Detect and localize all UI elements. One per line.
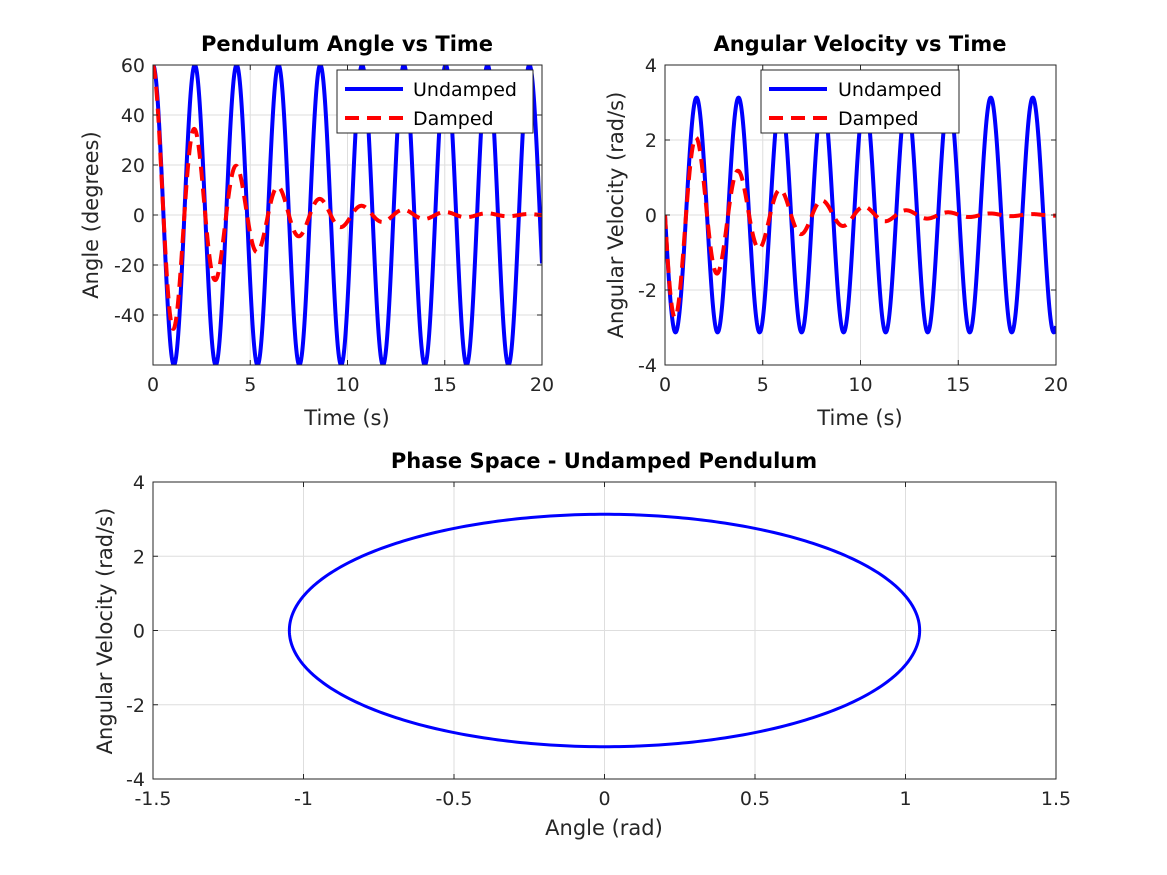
- y-tick-label: -2: [126, 695, 145, 717]
- phase-space-plot-title: Phase Space - Undamped Pendulum: [391, 449, 817, 473]
- x-tick-label: 0: [598, 788, 610, 810]
- x-tick-label: 1.5: [1041, 788, 1071, 810]
- y-tick-label: 20: [121, 155, 145, 177]
- legend-label-damped: Damped: [838, 108, 919, 130]
- legend-box: [336, 69, 534, 134]
- y-tick-label: 60: [121, 55, 145, 77]
- velocity-plot-ylabel: Angular Velocity (rad/s): [604, 92, 628, 339]
- y-tick-label: -4: [638, 355, 657, 377]
- x-tick-label: 20: [1044, 374, 1068, 396]
- x-tick-label: 1: [899, 788, 911, 810]
- x-tick-label: 15: [433, 374, 457, 396]
- angle-plot-ticks: 0 5 10 15 20 -40 -20 0 20 40 60: [114, 55, 554, 396]
- legend-label-undamped: Undamped: [838, 79, 942, 101]
- legend-label-damped: Damped: [413, 108, 494, 130]
- angle-plot-lines: [153, 65, 542, 365]
- velocity-plot-xlabel: Time (s): [816, 406, 902, 430]
- phase-space-plot-xlabel: Angle (rad): [545, 816, 663, 840]
- x-tick-label: -0.5: [435, 788, 472, 810]
- y-tick-label: 40: [121, 105, 145, 127]
- legend-box: [760, 69, 960, 134]
- velocity-plot-ticks: 0 5 10 15 20 -4 -2 0 2 4: [638, 55, 1068, 396]
- velocity-plot-legend: Undamped Damped: [760, 69, 960, 134]
- y-tick-label: -4: [126, 769, 145, 791]
- x-tick-label: 0.5: [740, 788, 770, 810]
- angle-plot-title: Pendulum Angle vs Time: [201, 32, 493, 56]
- y-tick-label: 2: [645, 130, 657, 152]
- y-tick-label: 0: [133, 205, 145, 227]
- y-tick-label: 0: [133, 621, 145, 643]
- legend-label-undamped: Undamped: [413, 79, 517, 101]
- phase-space-plot-undamped-series-line: [287, 512, 922, 749]
- x-tick-label: 15: [946, 374, 970, 396]
- phase-space-plot-grid: [153, 482, 1056, 779]
- angle-plot-legend: Undamped Damped: [336, 69, 534, 134]
- angle-plot-xlabel: Time (s): [303, 406, 389, 430]
- velocity-plot: 0 5 10 15 20 -4 -2 0 2 4 Angular Velocity vs Time…: [604, 32, 1068, 430]
- x-tick-label: -1.5: [134, 788, 171, 810]
- velocity-plot-damped-series-line: [665, 135, 1056, 320]
- angle-plot-ylabel: Angle (degrees): [79, 131, 103, 298]
- y-tick-label: -2: [638, 280, 657, 302]
- x-tick-label: 0: [659, 374, 671, 396]
- phase-space-plot-ticks: -1.5 -1 -0.5 0 0.5 1 1.5 -4 -2 0 2 4: [126, 472, 1071, 810]
- x-tick-label: 10: [848, 374, 872, 396]
- x-tick-label: 10: [335, 374, 359, 396]
- y-tick-label: 4: [645, 55, 657, 77]
- phase-space-plot-ylabel: Angular Velocity (rad/s): [93, 508, 117, 755]
- x-tick-label: 5: [757, 374, 769, 396]
- x-tick-label: 5: [244, 374, 256, 396]
- y-tick-label: 4: [133, 472, 145, 494]
- y-tick-label: 0: [645, 205, 657, 227]
- x-tick-label: 20: [530, 374, 554, 396]
- y-tick-label: 2: [133, 546, 145, 568]
- angle-plot: 0 5 10 15 20 -40 -20 0 20 40 60 Pendulum Angle vs …: [79, 32, 554, 430]
- angle-plot-damped-series-line: [153, 65, 542, 331]
- velocity-plot-title: Angular Velocity vs Time: [713, 32, 1006, 56]
- y-tick-label: -20: [114, 255, 145, 277]
- y-tick-label: -40: [114, 305, 145, 327]
- x-tick-label: 0: [147, 374, 159, 396]
- phase-space-plot: -1.5 -1 -0.5 0 0.5 1 1.5 -4 -2 0 2 4 Phase Space - …: [93, 449, 1071, 840]
- phase-space-plot-lines: [287, 512, 922, 749]
- x-tick-label: -1: [294, 788, 313, 810]
